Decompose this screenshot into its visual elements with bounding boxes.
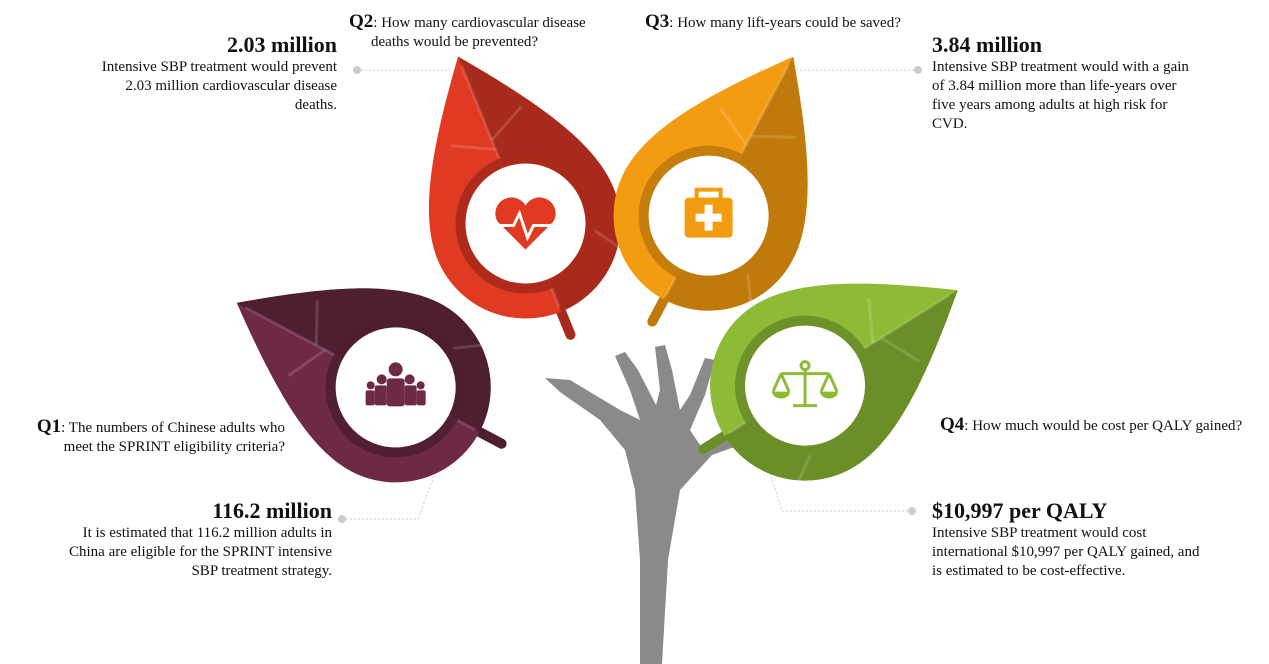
q2-desc: Intensive SBP treatment would prevent 2.… (101, 59, 337, 113)
people-group-icon (365, 362, 426, 407)
q4-question: Q4: How much would be cost per QALY gain… (940, 415, 1242, 436)
q2-answer: 2.03 million Intensive SBP treatment woul… (100, 32, 337, 115)
q1-text: : The numbers of Chinese adults who (61, 420, 285, 436)
q2-value: 2.03 million (226, 32, 337, 57)
heart-pulse-icon (495, 197, 556, 250)
q1-desc: It is estimated that 116.2 million adult… (68, 525, 332, 579)
q1-text2: meet the SPRINT eligibility criteria? (63, 439, 285, 455)
connector-lines (342, 69, 918, 520)
q3-answer: 3.84 million Intensive SBP treatment woul… (932, 32, 1197, 134)
q2-label: Q2 (349, 11, 374, 32)
q2-text: : How many cardiovascular disease (373, 15, 586, 31)
q4-desc: Intensive SBP treatment would cost inter… (932, 525, 1200, 579)
q4-text: : How much would be cost per QALY gained… (964, 418, 1243, 434)
q3-text: : How many lift-years could be saved? (669, 15, 901, 31)
q1-value: 116.2 million (212, 498, 332, 523)
q3-question: Q3: How many lift-years could be saved? (645, 12, 901, 33)
scales-icon (771, 360, 839, 408)
q3-value: 3.84 million (932, 32, 1043, 57)
q2-question: Q2: How many cardiovascular disease death… (349, 12, 586, 52)
q1-question: Q1: The numbers of Chinese adults who mee… (10, 417, 285, 457)
q4-label: Q4 (940, 414, 965, 435)
q1-label: Q1 (36, 416, 62, 437)
q1-answer: 116.2 million It is estimated that 116.2 … (60, 498, 332, 581)
q4-answer: $10,997 per QALY Intensive SBP treatment … (932, 498, 1202, 581)
q3-desc: Intensive SBP treatment would with a gai… (932, 59, 1189, 132)
q4-value: $10,997 per QALY (932, 498, 1108, 523)
hand-trunk (545, 345, 740, 664)
q2-text2: deaths would be prevented? (371, 34, 539, 50)
q3-label: Q3 (645, 11, 670, 32)
medical-kit-icon (684, 187, 733, 238)
